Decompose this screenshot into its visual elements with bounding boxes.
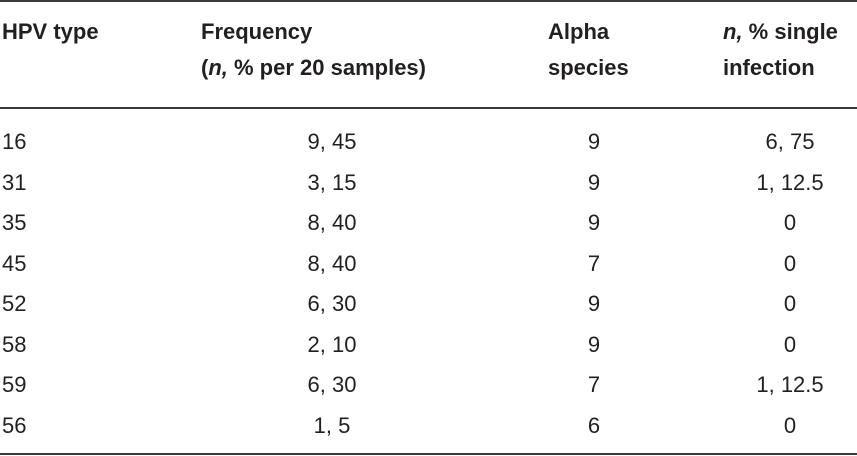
- table-header: HPV type Frequency (n, % per 20 samples)…: [0, 14, 857, 104]
- cell-alpha-species: 9: [587, 291, 601, 316]
- table-body: 16 9, 45 9 6, 75 31 3, 15 9 1, 12.5 35 8…: [0, 122, 857, 446]
- cell-frequency: 1, 5: [313, 412, 351, 438]
- cell-single-infection: 1, 12.5: [756, 169, 824, 195]
- cell-alpha-species: 9: [587, 210, 601, 235]
- table-row: 59 6, 30 7 1, 12.5: [0, 365, 857, 406]
- cell-hpv-type: 31: [2, 169, 27, 195]
- cell-frequency: 2, 10: [307, 331, 357, 357]
- header-alpha-species: Alpha species: [548, 19, 629, 80]
- cell-single-infection: 0: [783, 250, 797, 276]
- header-divider-rule: [0, 107, 857, 109]
- cell-single-infection: 0: [783, 412, 797, 438]
- cell-alpha-species: 9: [587, 129, 601, 154]
- cell-single-infection: 6, 75: [765, 129, 815, 154]
- cell-alpha-species: 9: [587, 169, 601, 195]
- cell-frequency: 3, 15: [307, 169, 357, 195]
- table-row: 35 8, 40 9 0: [0, 203, 857, 244]
- table-bottom-rule: [0, 453, 857, 455]
- cell-alpha-species: 9: [587, 331, 601, 357]
- cell-hpv-type: 52: [2, 291, 27, 316]
- header-single-infection: n, % single infection: [723, 19, 838, 80]
- cell-alpha-species: 6: [587, 412, 601, 438]
- cell-single-infection: 0: [783, 210, 797, 235]
- table-row: 58 2, 10 9 0: [0, 325, 857, 366]
- cell-hpv-type: 45: [2, 250, 27, 276]
- cell-frequency: 8, 40: [307, 210, 357, 235]
- cell-hpv-type: 58: [2, 331, 27, 357]
- cell-frequency: 6, 30: [307, 291, 357, 316]
- cell-frequency: 6, 30: [307, 372, 357, 397]
- cell-alpha-species: 7: [587, 250, 601, 276]
- header-hpv-type: HPV type: [2, 19, 99, 44]
- cell-alpha-species: 7: [587, 372, 601, 397]
- table-top-rule: [0, 0, 857, 2]
- table-row: 16 9, 45 9 6, 75: [0, 122, 857, 163]
- table-row: 31 3, 15 9 1, 12.5: [0, 163, 857, 204]
- header-frequency: Frequency (n, % per 20 samples): [201, 19, 426, 80]
- cell-frequency: 8, 40: [307, 250, 357, 276]
- cell-single-infection: 0: [783, 331, 797, 357]
- table-row: 56 1, 5 6 0: [0, 406, 857, 447]
- cell-hpv-type: 35: [2, 210, 27, 235]
- cell-hpv-type: 16: [2, 129, 27, 154]
- cell-frequency: 9, 45: [307, 129, 357, 154]
- cell-hpv-type: 59: [2, 372, 27, 397]
- table-row: 45 8, 40 7 0: [0, 244, 857, 285]
- cell-single-infection: 1, 12.5: [756, 372, 824, 397]
- cell-hpv-type: 56: [2, 412, 27, 438]
- table-row: 52 6, 30 9 0: [0, 284, 857, 325]
- cell-single-infection: 0: [783, 291, 797, 316]
